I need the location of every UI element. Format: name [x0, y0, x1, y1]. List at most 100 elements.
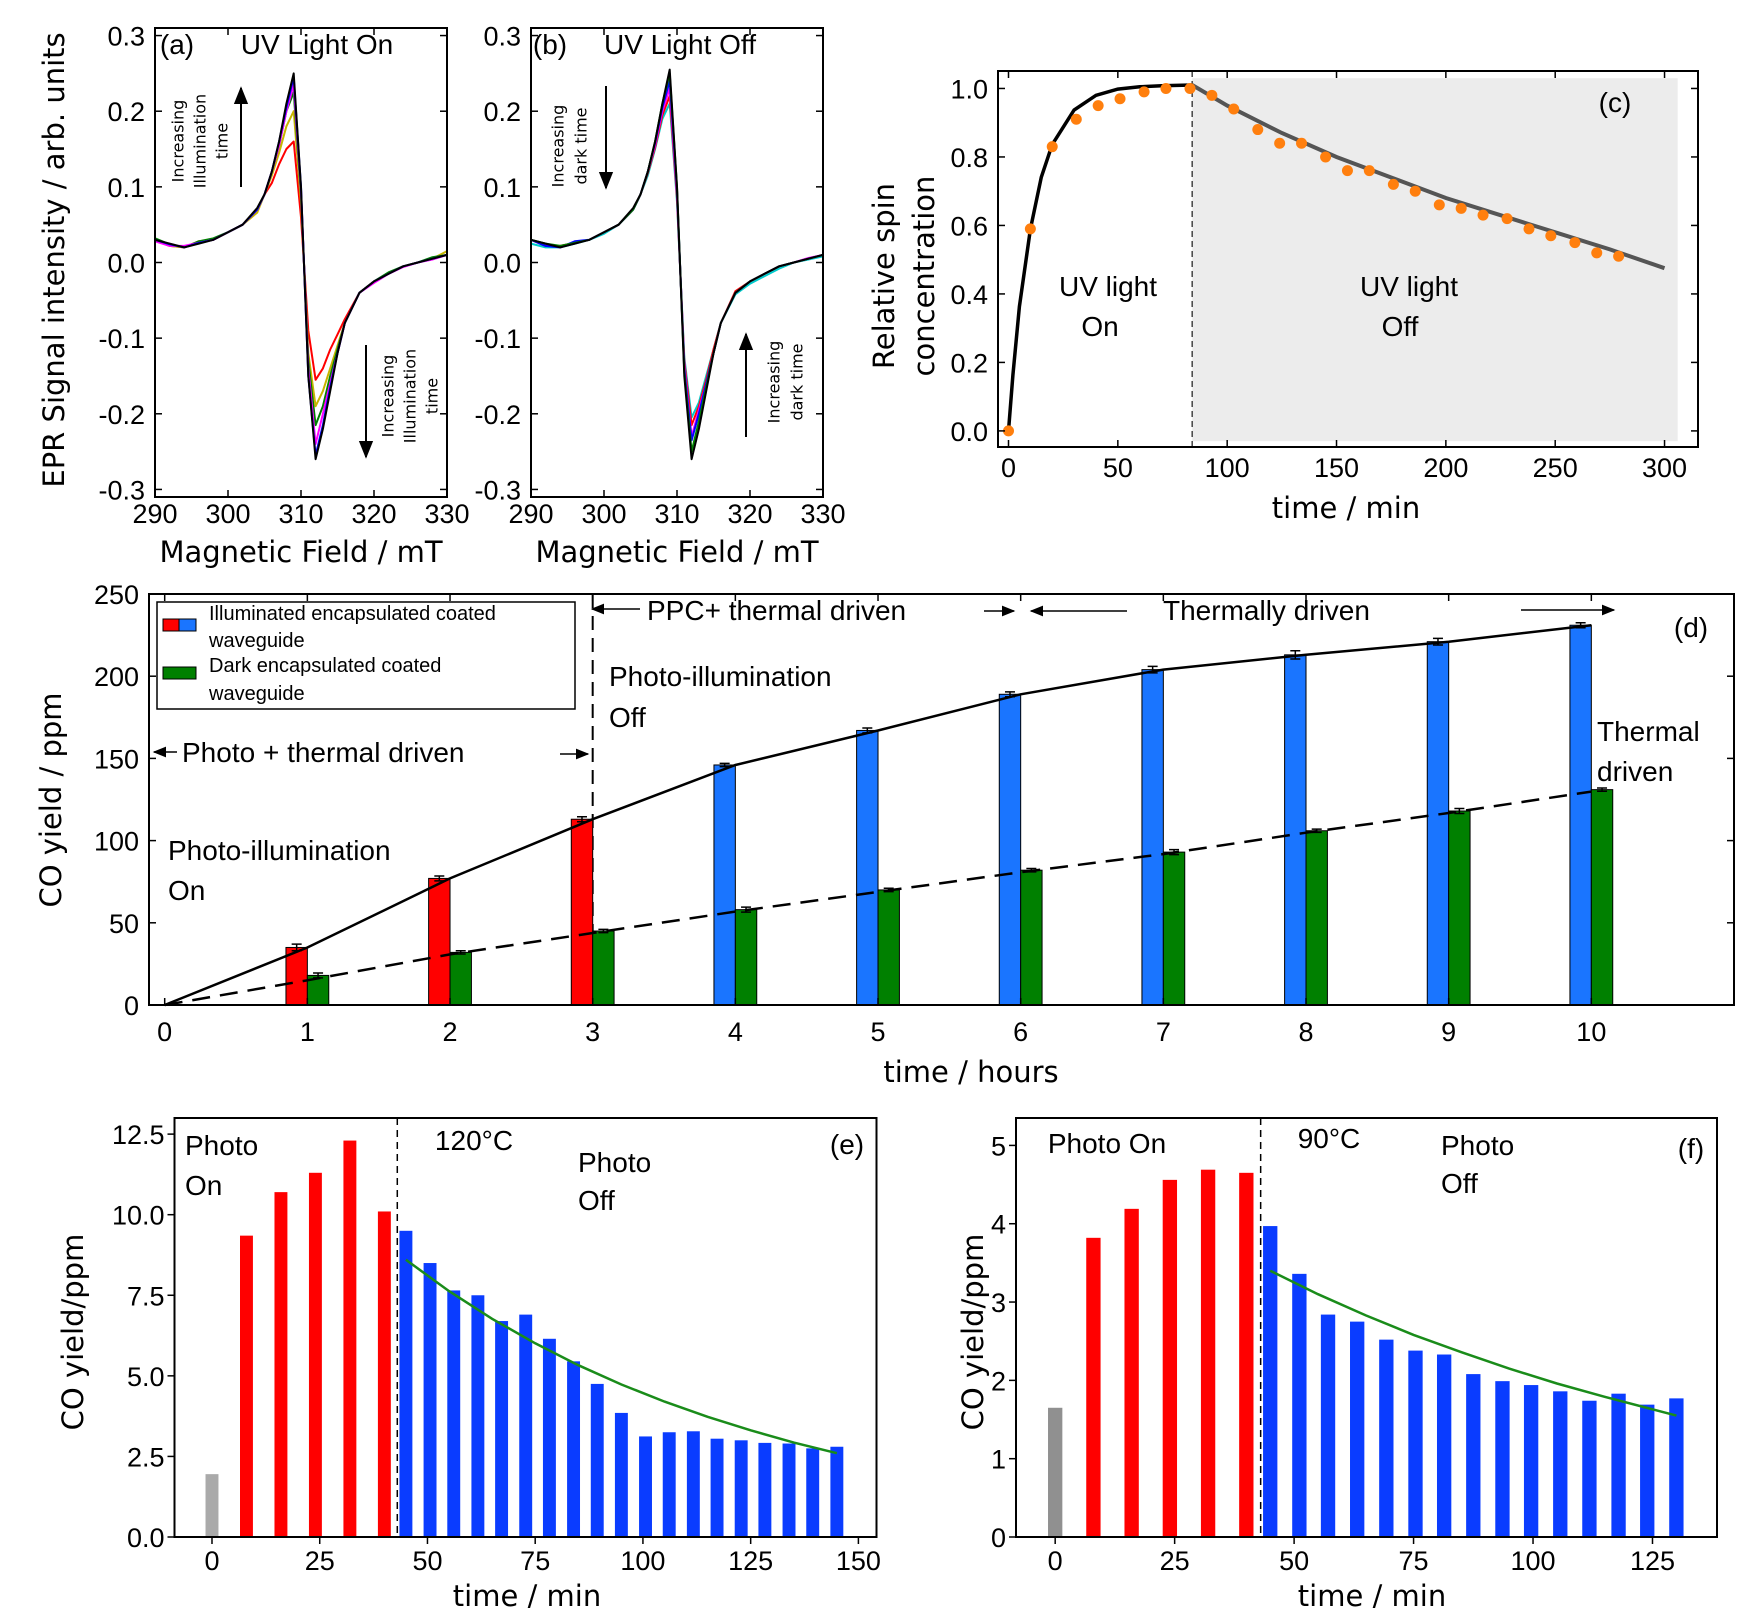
data-point — [1228, 103, 1240, 115]
bar-photo_off — [614, 1412, 628, 1537]
x-tick-label: 7 — [1156, 1017, 1171, 1047]
axes-frame-b — [530, 27, 824, 498]
x-tick-label: 250 — [1533, 453, 1578, 483]
data-point — [1092, 100, 1104, 112]
dark-bar — [1020, 869, 1043, 1006]
x-tick-label: 125 — [1630, 1546, 1675, 1576]
dark-bar — [1162, 851, 1186, 1006]
data-point — [1252, 124, 1264, 136]
bar-photo_off — [1292, 1273, 1307, 1537]
annotation-photo-off: Off — [1441, 1168, 1478, 1199]
dark-bar — [1305, 830, 1328, 1006]
x-tick-label: 310 — [278, 499, 323, 529]
data-point — [1433, 199, 1445, 211]
annotation-photo-on: Photo — [185, 1130, 258, 1161]
y-tick-label: 10.0 — [112, 1201, 165, 1231]
light-off-shaded-region — [1192, 78, 1678, 442]
illuminated-bar — [1569, 624, 1592, 1006]
bar-photo_off — [1582, 1400, 1597, 1537]
annotation-photo-on: Photo On — [1048, 1128, 1166, 1159]
annotation-photo-off: Photo — [1441, 1130, 1514, 1161]
legend-swatch-green — [162, 666, 197, 680]
x-tick-label: 320 — [727, 499, 772, 529]
x-tick-label: 290 — [508, 499, 553, 529]
x-tick-label: 3 — [585, 1017, 600, 1047]
data-point — [1160, 82, 1172, 94]
y-axis-label-f: CO yield/ppm — [956, 1234, 990, 1431]
x-tick-label: 1 — [300, 1017, 315, 1047]
data-point — [1138, 86, 1150, 98]
data-point — [1274, 137, 1286, 149]
x-tick-label: 2 — [443, 1017, 458, 1047]
error-bar — [598, 928, 609, 934]
x-tick-label: 300 — [1642, 453, 1687, 483]
x-tick-label: 75 — [1399, 1546, 1429, 1576]
y-tick-label: 3 — [991, 1288, 1006, 1318]
annotation-increasing-dark-time: dark time — [788, 343, 807, 420]
y-tick-label: 0 — [124, 991, 139, 1021]
bar-photo_on — [308, 1172, 322, 1537]
annotation-increasing-illumination: time — [213, 123, 232, 159]
y-tick-label: -0.3 — [474, 475, 521, 505]
y-tick-label: 1 — [991, 1445, 1006, 1475]
panel-label-d: (d) — [1674, 612, 1708, 643]
data-point — [1613, 250, 1625, 262]
y-tick-label: 0.2 — [483, 97, 521, 127]
bar-photo_off — [519, 1314, 533, 1537]
dark-bar — [1448, 810, 1471, 1006]
x-tick-label: 6 — [1013, 1017, 1028, 1047]
y-axis-label-e: CO yield/ppm — [56, 1234, 90, 1431]
y-tick-label: -0.2 — [98, 400, 145, 430]
x-axis-label-f: time / min — [1298, 1579, 1446, 1608]
y-tick-label: 250 — [94, 580, 139, 610]
annotation-uv-light-on: UV light — [1059, 271, 1157, 302]
bar-photo_on — [377, 1211, 391, 1537]
illuminated-bar — [856, 729, 879, 1006]
annotation-increasing-illumination: Illumination — [401, 349, 420, 443]
data-point — [1002, 425, 1014, 437]
x-tick-label: 25 — [305, 1546, 335, 1576]
panel-title-a: UV Light On — [241, 29, 394, 60]
axes-frame-e — [173, 1117, 878, 1538]
legend-label: Dark encapsulated coated — [209, 655, 441, 677]
bar-photo_on — [274, 1192, 288, 1537]
y-tick-label: 2 — [991, 1366, 1006, 1396]
axes-frame-c — [997, 70, 1699, 448]
panel-label-b: (b) — [533, 29, 567, 60]
x-tick-label: 75 — [520, 1546, 550, 1576]
x-tick-label: 0 — [1001, 453, 1016, 483]
x-tick-label: 9 — [1441, 1017, 1456, 1047]
bar-photo_off — [495, 1321, 509, 1537]
data-point — [1501, 213, 1513, 225]
y-tick-label: 0.0 — [483, 249, 521, 279]
bar-photo_on — [1124, 1208, 1139, 1537]
illuminated-bar — [428, 877, 451, 1006]
annotation-photo-off: Photo — [578, 1147, 651, 1178]
bar-photo_off — [782, 1443, 796, 1537]
x-tick-label: 5 — [870, 1017, 885, 1047]
x-tick-label: 310 — [654, 499, 699, 529]
y-tick-label: -0.3 — [98, 475, 145, 505]
y-axis-label-c: Relative spin — [867, 183, 901, 369]
bar-photo_on — [1200, 1169, 1216, 1537]
x-tick-label: 100 — [1510, 1546, 1555, 1576]
bar-photo_off — [686, 1431, 700, 1537]
data-point — [1184, 82, 1196, 94]
bar-photo_on — [343, 1140, 357, 1537]
bar-photo_off — [1553, 1391, 1568, 1537]
x-tick-label: 8 — [1298, 1017, 1313, 1047]
bar-photo_off — [471, 1295, 485, 1537]
bar-photo_off — [423, 1263, 437, 1537]
y-tick-label: 1.0 — [950, 74, 988, 104]
bar-photo_on — [1086, 1237, 1101, 1537]
bar-photo_off — [567, 1361, 581, 1537]
illuminated-bar — [1426, 641, 1450, 1006]
annotation-photo-illumination-on: Photo-illumination — [168, 835, 391, 866]
x-axis-label-c: time / min — [1272, 491, 1420, 525]
y-tick-label: 0.0 — [950, 417, 988, 447]
bar-photo_off — [1408, 1350, 1423, 1537]
legend-swatch-red — [162, 618, 180, 632]
data-point — [1070, 113, 1082, 125]
bar-baseline — [205, 1474, 219, 1537]
